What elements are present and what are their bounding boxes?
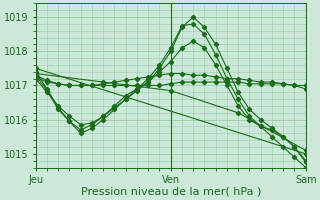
X-axis label: Pression niveau de la mer( hPa ): Pression niveau de la mer( hPa )	[81, 187, 261, 197]
